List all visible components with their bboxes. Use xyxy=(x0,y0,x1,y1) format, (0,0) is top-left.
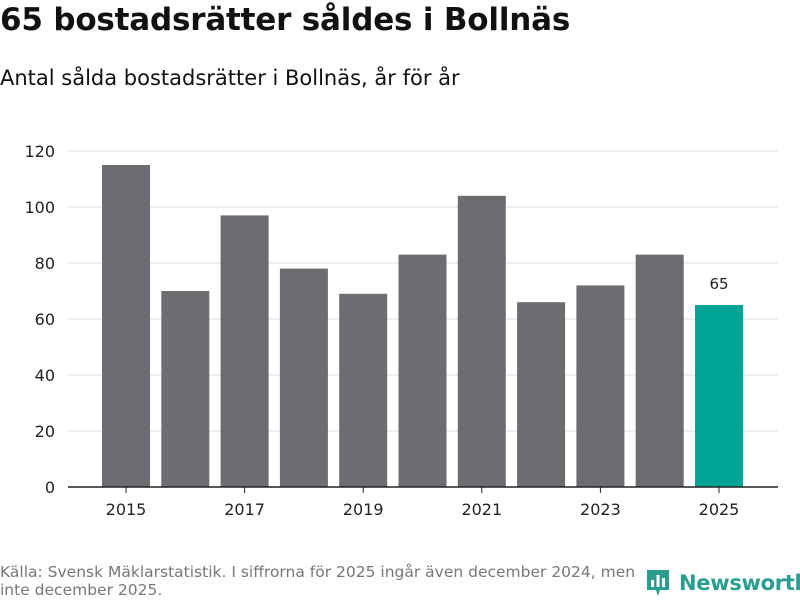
brand-name: Newsworthy xyxy=(679,571,800,595)
bar-2025 xyxy=(695,305,743,487)
x-tick-label: 2017 xyxy=(224,500,265,519)
bars xyxy=(102,165,743,488)
bar-2023 xyxy=(576,285,625,487)
bar-2020 xyxy=(398,254,447,487)
x-tick-label: 2019 xyxy=(343,500,384,519)
y-tick-label: 120 xyxy=(24,142,55,161)
bar-2021 xyxy=(457,195,506,488)
bar-2024 xyxy=(635,254,684,487)
y-tick-label: 40 xyxy=(35,366,55,385)
bar-2022 xyxy=(517,302,566,487)
bar-2016 xyxy=(161,291,210,487)
x-tick-label: 2025 xyxy=(699,500,740,519)
bar-2017 xyxy=(220,215,269,487)
chart-subtitle: Antal sålda bostadsrätter i Bollnäs, år … xyxy=(0,66,460,90)
brand-logo: Newsworthy xyxy=(645,568,800,598)
y-tick-label: 80 xyxy=(35,254,55,273)
data-label: 65 xyxy=(709,275,728,293)
y-tick-label: 60 xyxy=(35,310,55,329)
bar-2015 xyxy=(102,165,150,487)
labels: 0 20 40 60 80 100 120 2015 2017 2019 2021 2023 2025 6… xyxy=(24,142,739,519)
y-tick-label: 0 xyxy=(45,478,55,497)
newsworthy-icon xyxy=(647,570,669,596)
y-tick-label: 100 xyxy=(24,198,55,217)
axes xyxy=(68,486,778,493)
bar-2018 xyxy=(279,268,328,487)
chart-title: 65 bostadsrätter såldes i Bollnäs xyxy=(0,2,571,38)
x-tick-label: 2023 xyxy=(580,500,621,519)
y-tick-label: 20 xyxy=(35,422,55,441)
bar-chart: 0 20 40 60 80 100 120 2015 2017 2019 2021 2023 2025 6… xyxy=(24,142,778,519)
x-tick-label: 2021 xyxy=(461,500,502,519)
source-note: Källa: Svensk Mäklarstatistik. I siffror… xyxy=(0,563,636,599)
bar-2019 xyxy=(339,293,388,487)
x-tick-label: 2015 xyxy=(106,500,147,519)
